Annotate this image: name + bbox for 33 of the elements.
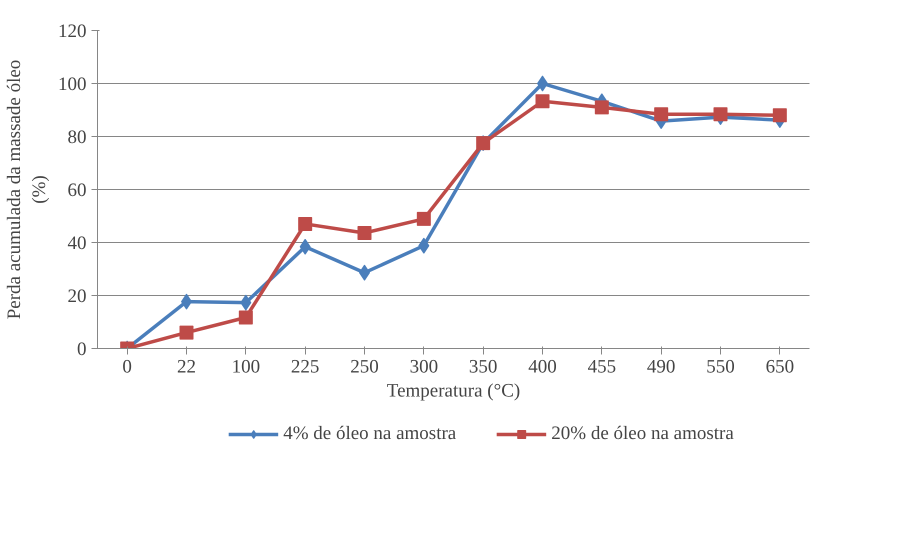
point	[654, 107, 668, 122]
x-tick-label: 225	[290, 356, 320, 378]
y-tick-label: 40	[68, 233, 86, 254]
x-tick-label: 350	[468, 356, 498, 378]
y-tick-label: 20	[68, 286, 86, 307]
y-axis-title: Perda acumulada da massade óleo (%)	[4, 60, 50, 320]
point	[180, 326, 194, 340]
point	[238, 310, 253, 324]
point	[536, 94, 550, 108]
x-tick-label: 22	[177, 356, 196, 378]
y-tick-label: 0	[77, 339, 86, 360]
point	[772, 108, 787, 122]
x-tick-label: 400	[528, 356, 557, 378]
point	[594, 100, 609, 114]
y-tick-label: 120	[58, 21, 86, 42]
legend-label: 4% de óleo na amostra	[283, 423, 456, 445]
legend-label: 20% de óleo na amostra	[551, 423, 734, 445]
x-tick-label: 0	[122, 356, 132, 378]
x-tick-label: 300	[410, 356, 438, 378]
x-tick-label: 455	[588, 356, 616, 378]
y-tick-label: 80	[68, 127, 86, 148]
y-tick-label: 60	[68, 180, 86, 201]
y-tick-label: 100	[58, 74, 86, 95]
x-tick-label: 490	[646, 356, 676, 378]
x-tick-label: 650	[766, 356, 794, 378]
point	[358, 226, 372, 240]
x-tick-label: 250	[350, 356, 379, 378]
point	[416, 212, 431, 226]
point	[714, 107, 728, 122]
x-axis-title: Temperatura (°C)	[386, 380, 520, 402]
x-tick-label: 550	[706, 356, 735, 378]
point	[298, 216, 312, 231]
x-tick-label: 100	[232, 356, 260, 378]
